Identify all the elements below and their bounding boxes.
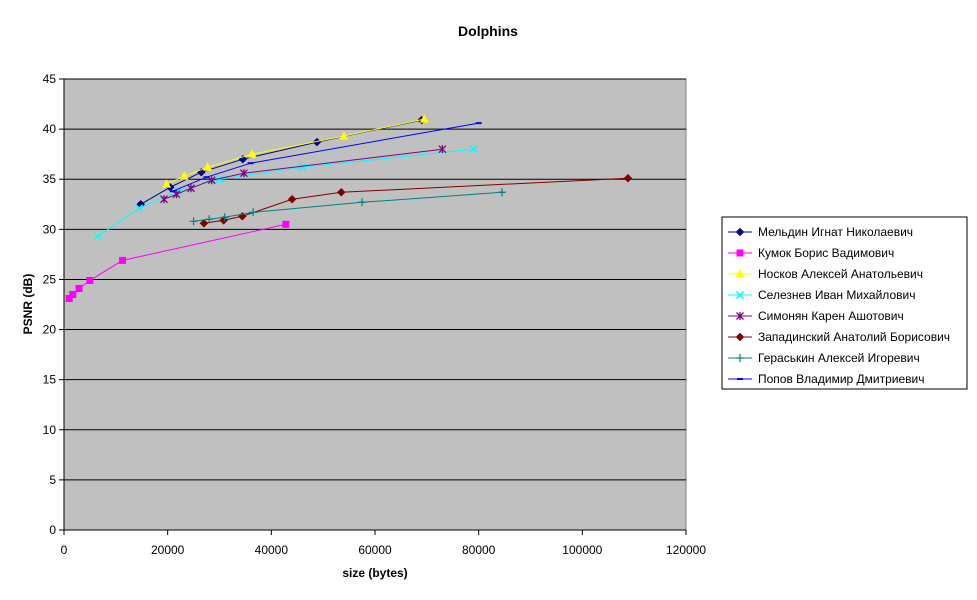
data-point (282, 220, 290, 228)
legend-label: Западинский Анатолий Борисович (758, 330, 950, 344)
legend-item: Гераськин Алексей Игоревич (728, 351, 920, 365)
data-point (86, 276, 94, 284)
data-point (162, 179, 172, 188)
legend-label: Гераськин Алексей Игоревич (758, 351, 920, 365)
x-tick-label: 0 (61, 543, 68, 557)
data-point (339, 131, 349, 140)
series-2 (65, 220, 290, 302)
legend-item: Кумок Борис Вадимович (728, 246, 894, 260)
legend-marker (736, 354, 744, 362)
y-tick-label: 35 (43, 172, 57, 186)
y-tick-label: 10 (43, 423, 57, 437)
data-point (203, 162, 213, 171)
data-point (135, 204, 144, 213)
legend-item: Попов Владимир Дмитриевич (728, 372, 924, 386)
data-point (358, 198, 367, 207)
legend-marker (735, 290, 745, 300)
legend-item: Мельдин Игнат Николаевич (728, 225, 913, 239)
y-tick-label: 20 (43, 323, 57, 337)
data-point (160, 195, 168, 204)
legend-label: Мельдин Игнат Николаевич (758, 225, 913, 239)
data-point (438, 145, 447, 154)
x-tick-label: 40000 (255, 543, 289, 557)
y-tick-label: 45 (43, 72, 57, 86)
legend-label: Попов Владимир Дмитриевич (758, 372, 924, 386)
legend-marker (735, 332, 745, 342)
data-point (119, 256, 127, 264)
y-tick-label: 40 (43, 122, 57, 136)
data-point (220, 213, 229, 222)
data-point (199, 218, 209, 228)
x-tick-label: 60000 (358, 543, 392, 557)
x-axis-title: size (bytes) (342, 566, 407, 580)
plot-area (63, 78, 687, 531)
data-point (93, 232, 102, 241)
legend-label: Носков Алексей Анатольевич (758, 267, 923, 281)
y-tick-label: 15 (43, 373, 57, 387)
legend-marker (735, 227, 745, 237)
data-point (187, 184, 195, 193)
legend-box (721, 216, 968, 390)
y-tick-label: 30 (43, 222, 57, 236)
data-point (469, 145, 478, 154)
data-point (497, 188, 506, 197)
data-point (336, 187, 346, 197)
legend-marker (736, 312, 744, 320)
y-tick-label: 0 (49, 523, 56, 537)
legend-item: Западинский Анатолий Борисович (728, 330, 950, 344)
series-line (163, 148, 443, 200)
y-tick-label: 25 (43, 272, 57, 286)
x-tick-label: 80000 (462, 543, 496, 557)
data-point (287, 194, 297, 204)
legend-marker (736, 249, 744, 257)
chart-title: Dolphins (458, 23, 518, 39)
series-6 (199, 173, 633, 228)
legend-label: Кумок Борис Вадимович (758, 246, 894, 260)
data-point (623, 173, 633, 183)
x-tick-label: 120000 (666, 543, 706, 557)
legend-marker (735, 269, 745, 278)
data-point (247, 149, 257, 158)
x-tick-label: 20000 (151, 543, 185, 557)
y-tick-label: 5 (49, 473, 56, 487)
series-3 (162, 114, 429, 188)
data-point (189, 217, 198, 226)
legend-item: Симонян Карен Ашотович (728, 309, 904, 323)
legend-item: Селезнев Иван Михайлович (728, 288, 915, 302)
axes: 0 5 10 15 20 25 30 35 40 45 0 20000 40000 60000 80000 1… (43, 72, 707, 557)
gridlines (64, 78, 686, 481)
data-point (215, 175, 224, 184)
data-point (298, 163, 307, 172)
series-5 (160, 145, 447, 204)
legend-label: Симонян Карен Ашотович (758, 309, 904, 323)
data-point (179, 171, 189, 180)
data-point (419, 114, 429, 123)
series-8 (169, 122, 482, 193)
legend: Мельдин Игнат Николаевич Кумок Борис Вади… (721, 216, 968, 390)
y-axis-title: PSNR (dB) (21, 274, 35, 335)
series-line (172, 122, 479, 192)
data-point (219, 215, 229, 225)
data-point (205, 215, 214, 224)
data-point (75, 284, 83, 292)
series-7 (189, 188, 506, 226)
data-point (249, 208, 258, 217)
legend-label: Селезнев Иван Михайлович (758, 288, 915, 302)
legend-item: Носков Алексей Анатольевич (728, 267, 923, 281)
data-point (65, 294, 73, 302)
data-point (69, 290, 77, 298)
series-group (65, 114, 633, 302)
x-tick-label: 100000 (562, 543, 602, 557)
data-point (239, 169, 248, 178)
